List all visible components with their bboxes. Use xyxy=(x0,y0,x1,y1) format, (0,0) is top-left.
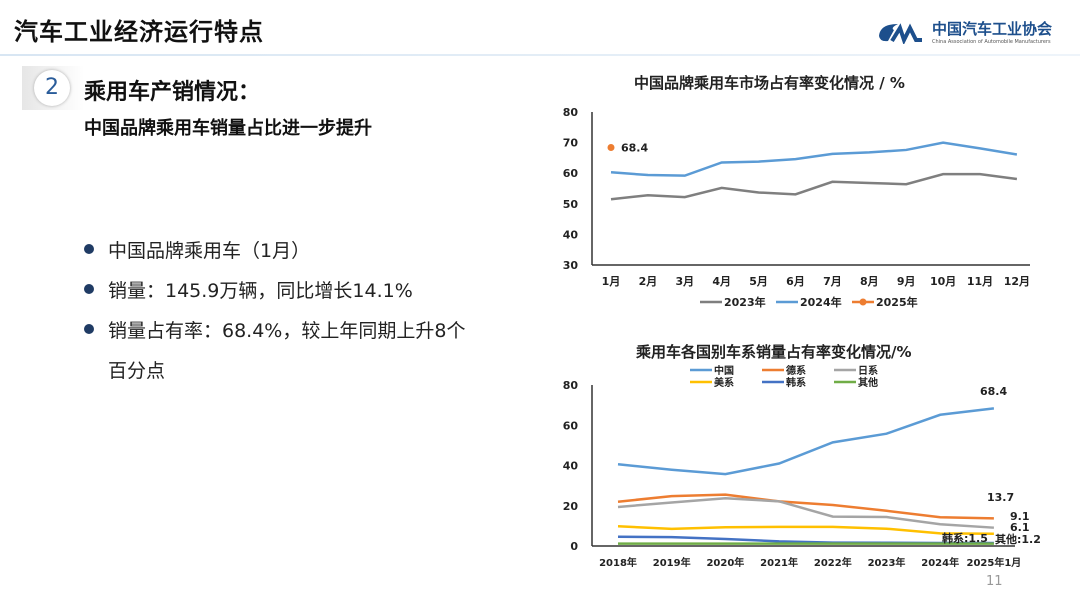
x-tick-label: 5月 xyxy=(749,275,768,288)
x-tick-label: 2025年1月 xyxy=(967,556,1022,569)
page-title: 汽车工业经济运行特点 xyxy=(14,18,264,46)
x-tick-label: 2018年 xyxy=(599,556,637,569)
y-tick-label: 50 xyxy=(563,198,579,211)
logo-text-en: China Association of Automobile Manufact… xyxy=(932,39,1051,45)
bullet-item: 中国品牌乘用车（1月） xyxy=(84,236,310,263)
x-tick-label: 2021年 xyxy=(760,556,798,569)
legend-label: 2025年 xyxy=(876,295,918,309)
bullet-continuation: 百分点 xyxy=(108,356,165,383)
series-line-2023年 xyxy=(610,172,1018,201)
data-label: 韩系:1.5 xyxy=(942,531,988,545)
x-tick-label: 2019年 xyxy=(653,556,691,569)
series-line-2024年 xyxy=(610,141,1018,177)
bullet-text: 百分点 xyxy=(108,360,166,382)
section-subheading: 中国品牌乘用车销量占比进一步提升 xyxy=(84,118,372,139)
series-line-德系 xyxy=(617,493,994,520)
x-tick-label: 1月 xyxy=(602,275,621,288)
bullet-item: 销量占有率：68.4%，较上年同期上升8个 xyxy=(84,316,465,343)
y-tick-label: 0 xyxy=(570,540,578,553)
data-point-2025年 xyxy=(607,143,615,151)
y-tick-label: 40 xyxy=(563,228,579,241)
page-number: 11 xyxy=(986,574,1003,589)
bullet-text: 销量占有率：68.4%，较上年同期上升8个 xyxy=(108,320,466,342)
legend-label: 日系 xyxy=(858,364,878,377)
x-tick-label: 8月 xyxy=(860,275,879,288)
legend-label: 韩系 xyxy=(786,376,806,389)
legend-label: 美系 xyxy=(714,376,734,389)
bullet-text: 销量：145.9万辆，同比增长14.1% xyxy=(108,280,413,302)
y-tick-label: 60 xyxy=(563,419,579,432)
x-tick-label: 2020年 xyxy=(706,556,744,569)
bullet-dot xyxy=(84,324,94,334)
legend-label: 中国 xyxy=(714,364,734,377)
legend-label: 德系 xyxy=(785,364,806,377)
y-tick-label: 70 xyxy=(563,137,579,150)
y-tick-label: 60 xyxy=(563,167,579,180)
chart1-title: 中国品牌乘用车市场占有率变化情况 / % xyxy=(634,74,905,92)
x-tick-label: 7月 xyxy=(823,275,842,288)
y-tick-label: 80 xyxy=(563,379,579,392)
logo-text-cn: 中国汽车工业协会 xyxy=(932,20,1053,38)
y-tick-label: 20 xyxy=(563,500,579,513)
legend-label: 其他 xyxy=(858,376,878,389)
series-line-韩系 xyxy=(617,535,994,545)
bullet-dot xyxy=(84,284,94,294)
x-tick-label: 9月 xyxy=(897,275,916,288)
x-tick-label: 2022年 xyxy=(814,556,852,569)
data-label: 68.4 xyxy=(980,385,1007,398)
x-tick-label: 10月 xyxy=(930,275,956,288)
bullet-text: 中国品牌乘用车（1月） xyxy=(108,240,311,262)
chart2-title: 乘用车各国别车系销量占有率变化情况/% xyxy=(636,343,912,361)
x-tick-label: 2024年 xyxy=(921,556,959,569)
data-label: 6.1 xyxy=(1010,521,1030,534)
series-line-中国 xyxy=(617,407,995,476)
data-label: 9.1 xyxy=(1010,510,1030,523)
x-tick-label: 2023年 xyxy=(868,556,906,569)
series-line-日系 xyxy=(617,497,994,529)
y-tick-label: 40 xyxy=(563,460,579,473)
x-tick-label: 11月 xyxy=(967,275,993,288)
series-line-美系 xyxy=(617,525,994,535)
y-tick-label: 30 xyxy=(563,259,579,272)
legend-label: 2023年 xyxy=(724,295,766,309)
x-tick-label: 2月 xyxy=(639,275,658,288)
caam-logo-icon xyxy=(879,22,922,44)
logo: 中国汽车工业协会 China Association of Automobile … xyxy=(876,18,1052,45)
y-tick-label: 80 xyxy=(563,106,579,119)
section-heading: 乘用车产销情况： xyxy=(84,80,261,105)
data-label: 其他:1.2 xyxy=(995,532,1041,546)
header-divider xyxy=(0,54,1080,56)
legend-marker xyxy=(859,298,867,306)
x-tick-label: 12月 xyxy=(1004,275,1030,288)
x-tick-label: 3月 xyxy=(675,275,694,288)
section-number: 2 xyxy=(34,70,70,106)
legend-label: 2024年 xyxy=(800,295,842,309)
x-tick-label: 6月 xyxy=(786,275,805,288)
x-tick-label: 4月 xyxy=(712,275,731,288)
data-label: 13.7 xyxy=(987,491,1014,504)
bullet-item: 销量：145.9万辆，同比增长14.1% xyxy=(84,276,413,303)
bullet-dot xyxy=(84,244,94,254)
data-label: 68.4 xyxy=(621,141,648,154)
